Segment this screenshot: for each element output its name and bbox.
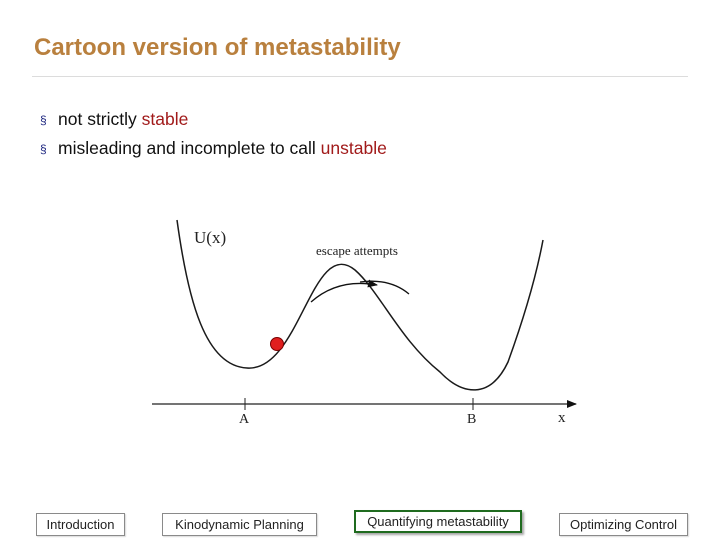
escape-arrow-right xyxy=(310,279,378,303)
tick-b-label: B xyxy=(467,412,476,427)
nav-kinodynamic-planning[interactable]: Kinodynamic Planning xyxy=(162,513,317,536)
bullet-list: § not strictly stable § misleading and inc… xyxy=(40,108,387,166)
escape-arrow-left xyxy=(359,280,410,295)
bullet-text: misleading and incomplete to call xyxy=(58,138,321,158)
bullet-text: not strictly xyxy=(58,109,142,129)
tick-a-label: A xyxy=(239,412,250,427)
nav-optimizing-control[interactable]: Optimizing Control xyxy=(559,513,688,536)
escape-annotation: escape attempts xyxy=(316,243,398,258)
slide-title: Cartoon version of metastability xyxy=(34,34,401,61)
bullet-highlight: stable xyxy=(141,109,189,129)
y-axis-label: U(x) xyxy=(194,228,226,247)
bullet-highlight: unstable xyxy=(320,138,387,158)
nav-introduction[interactable]: Introduction xyxy=(36,513,125,536)
bullet-item: § misleading and incomplete to call unsta… xyxy=(40,137,387,166)
x-axis-label: x xyxy=(558,410,566,426)
title-divider xyxy=(32,76,688,77)
particle-ball xyxy=(270,337,284,351)
bullet-icon: § xyxy=(40,142,47,156)
bullet-icon: § xyxy=(40,113,47,127)
bullet-item: § not strictly stable xyxy=(40,108,387,137)
nav-quantifying-metastability[interactable]: Quantifying metastability xyxy=(354,510,522,533)
